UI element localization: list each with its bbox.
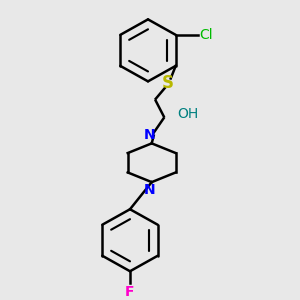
Text: OH: OH	[178, 107, 199, 121]
Text: N: N	[144, 128, 155, 142]
Text: Cl: Cl	[200, 28, 213, 42]
Text: F: F	[125, 285, 135, 299]
Text: S: S	[162, 74, 174, 92]
Text: N: N	[144, 183, 155, 197]
